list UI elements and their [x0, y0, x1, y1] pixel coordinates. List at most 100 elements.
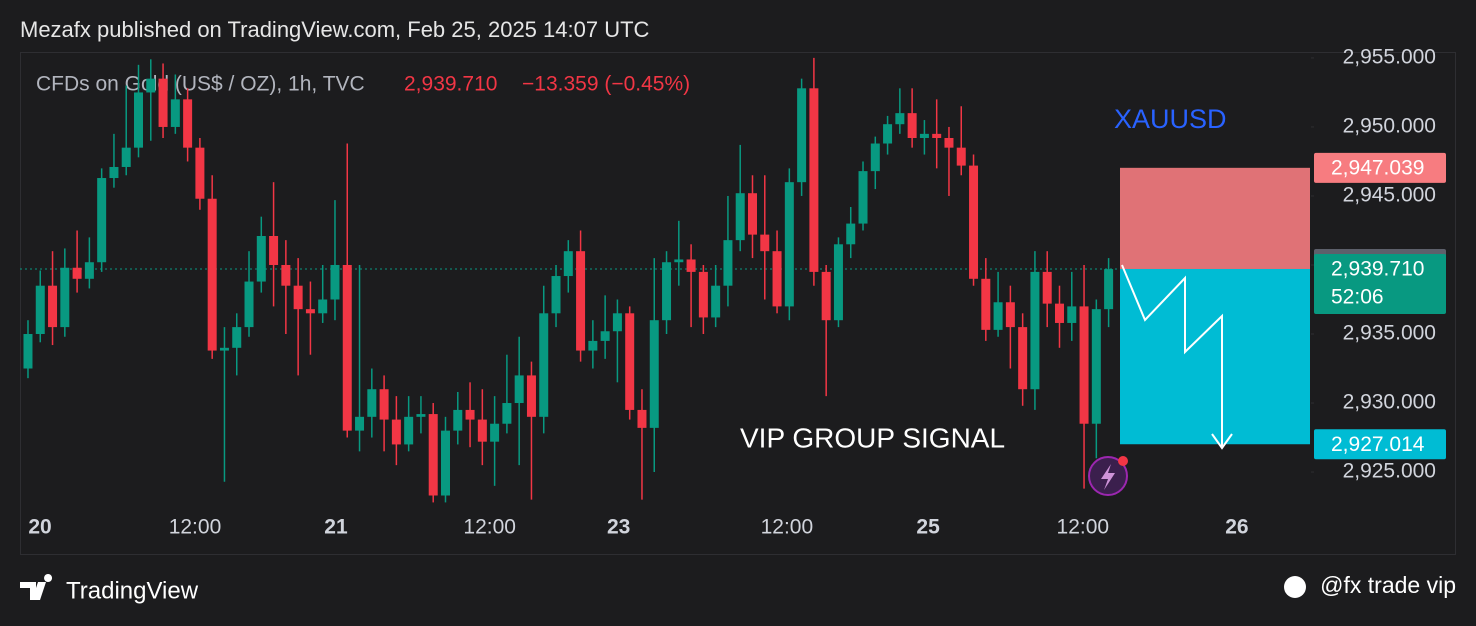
candle-body — [72, 267, 82, 279]
candle-body — [1030, 271, 1040, 390]
candle-body — [870, 143, 880, 172]
legend-price: 2,939.710 — [404, 73, 497, 96]
candle-body — [612, 313, 622, 332]
candle-body — [244, 281, 254, 328]
candle-body — [355, 416, 365, 431]
candle-body — [453, 409, 463, 431]
candle-body — [969, 165, 979, 279]
candle-body — [1018, 327, 1028, 390]
candle-body — [1104, 269, 1114, 310]
candle-body — [97, 178, 107, 263]
target-zone — [1120, 268, 1310, 445]
candle-body — [158, 78, 168, 127]
candle-body — [121, 147, 131, 167]
candle-body — [84, 262, 94, 279]
alert-bolt — [1101, 464, 1115, 490]
candle-body — [342, 264, 352, 431]
candle-body — [735, 193, 745, 241]
x-tick-label: 12:00 — [463, 516, 516, 539]
candle-body — [207, 198, 217, 351]
candle-body — [600, 331, 610, 341]
candle-body — [1042, 271, 1052, 304]
candle-body — [1091, 309, 1101, 424]
price-label: 2,939.710 — [1331, 258, 1424, 281]
candle-body — [170, 99, 180, 127]
candle-body — [698, 271, 708, 318]
legend-change: −13.359 (−0.45%) — [522, 73, 690, 96]
candle-body — [539, 313, 549, 417]
candle-body — [563, 251, 573, 277]
footer: TradingView @fx trade vip — [20, 572, 1456, 604]
y-tick-label: 2,930.000 — [1343, 391, 1436, 414]
candle-body — [981, 278, 991, 330]
candle-body — [367, 389, 377, 417]
candle-body — [416, 414, 426, 417]
candle-body — [219, 347, 229, 351]
candle-body — [649, 320, 659, 428]
candle-body — [895, 113, 905, 125]
candle-body — [109, 166, 119, 179]
candle-body — [588, 340, 598, 351]
candle-body — [711, 285, 721, 318]
candle-body — [907, 113, 917, 138]
y-tick-label: 2,955.000 — [1343, 45, 1436, 68]
candle-body — [195, 147, 205, 199]
candle-body — [858, 171, 868, 224]
candle-body — [846, 223, 856, 245]
candle-body — [919, 133, 929, 138]
candle-body — [318, 299, 328, 314]
candle-body — [797, 88, 807, 183]
y-tick-label: 2,935.000 — [1343, 322, 1436, 345]
candle-body — [293, 285, 303, 310]
candle-body — [625, 313, 635, 410]
alert-icon — [1088, 456, 1128, 496]
price-countdown: 52:06 — [1331, 286, 1384, 309]
annotation-symbol: XAUUSD — [1114, 104, 1227, 134]
x-tick-label: 25 — [916, 516, 940, 539]
candle-body — [281, 264, 291, 286]
candle-body — [477, 419, 487, 442]
candle-body — [379, 389, 389, 420]
x-tick-label: 12:00 — [1057, 516, 1110, 539]
x-tick-label: 23 — [607, 516, 630, 539]
candle-body — [674, 259, 684, 263]
candle-body — [747, 193, 757, 235]
candle-body — [1005, 302, 1015, 328]
zigzag — [1121, 264, 1223, 446]
candle-body — [993, 302, 1003, 330]
candle-body — [35, 285, 45, 335]
facebook-icon — [1284, 576, 1306, 598]
candle-body — [526, 375, 536, 417]
candle-body — [134, 92, 144, 148]
candle-body — [1079, 306, 1089, 424]
candle-body — [809, 88, 819, 272]
arrow-head — [1211, 433, 1233, 450]
x-tick-label: 12:00 — [761, 516, 814, 539]
y-tick-label: 2,945.000 — [1343, 184, 1436, 207]
brand: TradingView — [66, 577, 199, 604]
price-label-box — [1314, 152, 1446, 183]
candle-body — [146, 78, 156, 93]
candle-body — [956, 147, 966, 166]
candle-body — [183, 99, 193, 148]
stop-zone — [1120, 167, 1310, 269]
candle-body — [833, 244, 843, 321]
candle-body — [391, 419, 401, 445]
candle-body — [256, 236, 266, 282]
alert-dot — [1118, 456, 1128, 466]
candle-body — [305, 309, 315, 314]
legend-symbol: CFDs on Gold (US$ / OZ), 1h, TVC — [36, 73, 365, 96]
price-label-box — [1314, 429, 1446, 460]
candle-body — [772, 251, 782, 307]
candle-body — [23, 334, 33, 369]
brand-logo — [20, 574, 53, 600]
candle-body — [637, 409, 647, 428]
candle-body — [932, 133, 942, 138]
candle-body — [514, 375, 524, 404]
candle-body — [232, 327, 242, 348]
price-label: 2,947.039 — [1331, 156, 1424, 179]
candle-body — [502, 403, 512, 424]
candle-body — [551, 276, 561, 314]
x-tick-label: 20 — [28, 516, 51, 539]
